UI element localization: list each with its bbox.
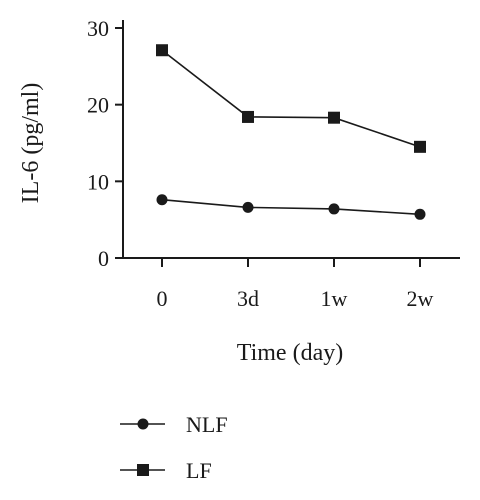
y-tick-label: 0 [98, 246, 109, 271]
legend-item-nlf: NLF [120, 412, 228, 437]
data-point-nlf [328, 203, 340, 215]
x-tick-label: 3d [237, 286, 259, 311]
x-ticks: 0 3d 1w 2w [157, 258, 434, 311]
data-point-lf [242, 110, 254, 123]
y-ticks: 0 10 20 30 [87, 16, 123, 271]
series-lf [156, 44, 426, 153]
data-point-lf [156, 44, 168, 57]
series-line-nlf [161, 198, 421, 216]
data-point-lf [328, 111, 340, 124]
series-layer [156, 44, 426, 220]
data-point-nlf [156, 194, 168, 206]
x-axis-title: Time (day) [237, 340, 343, 366]
data-point-nlf [242, 201, 254, 213]
series-nlf [156, 194, 426, 220]
y-axis-title: IL-6 (pg/ml) [18, 83, 44, 204]
x-tick-label: 2w [407, 286, 434, 311]
axes [122, 20, 460, 259]
x-tick-label: 0 [157, 286, 168, 311]
x-tick-label: 1w [321, 286, 348, 311]
legend-marker-lf [137, 464, 149, 476]
y-tick-label: 30 [87, 16, 109, 41]
y-tick-label: 10 [87, 169, 109, 194]
legend-label-nlf: NLF [186, 412, 228, 437]
legend-marker-nlf [137, 418, 149, 430]
legend-label-lf: LF [186, 458, 212, 483]
legend: NLF LF [120, 412, 228, 483]
data-point-nlf [414, 208, 426, 220]
series-line-lf [161, 49, 421, 148]
legend-item-lf: LF [120, 458, 212, 483]
y-tick-label: 20 [87, 93, 109, 118]
data-point-lf [414, 140, 426, 153]
